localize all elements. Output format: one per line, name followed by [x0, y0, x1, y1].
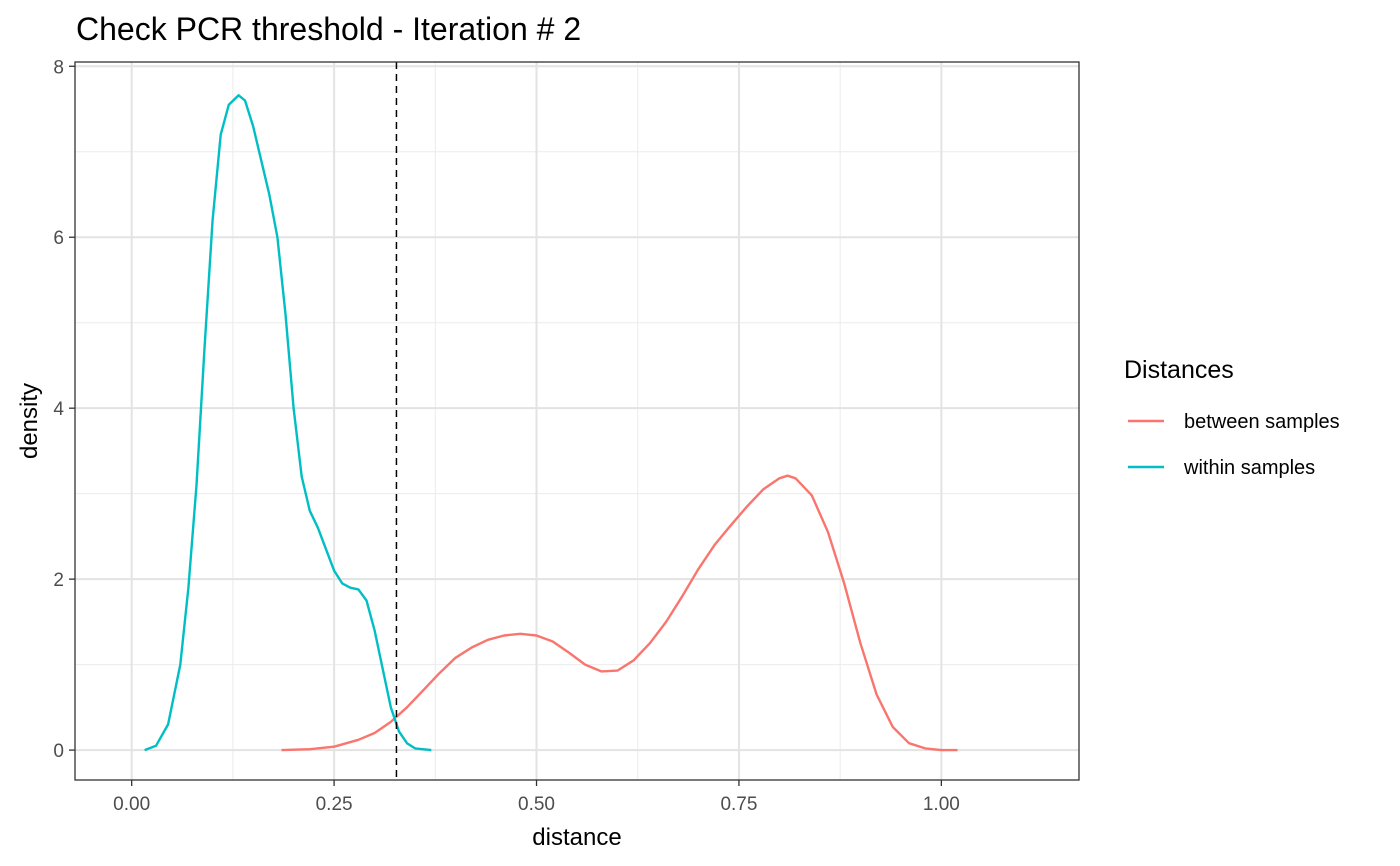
- legend-label: within samples: [1183, 457, 1315, 479]
- major-gridlines: [75, 62, 1079, 780]
- minor-gridlines: [75, 62, 1079, 780]
- series-layer: [144, 94, 958, 752]
- y-tick-label: 0: [53, 741, 64, 762]
- y-tick-label: 4: [53, 399, 64, 420]
- series-line-between-samples: [281, 474, 958, 752]
- y-axis: 0 2 4 6 8: [53, 57, 75, 762]
- x-tick-label: 0.50: [518, 794, 555, 815]
- legend-label: between samples: [1184, 411, 1340, 433]
- y-axis-title: density: [16, 383, 43, 459]
- x-axis: 0.00 0.25 0.50 0.75 1.00: [113, 780, 960, 815]
- x-tick-label: 0.25: [316, 794, 353, 815]
- legend-title: Distances: [1124, 356, 1234, 384]
- x-axis-title: distance: [532, 824, 621, 851]
- y-tick-label: 8: [53, 57, 64, 78]
- plot-panel: [75, 62, 1079, 780]
- x-tick-label: 1.00: [923, 794, 960, 815]
- legend-entries: between samples within samples: [1128, 411, 1340, 479]
- plot-border: [74, 61, 1080, 781]
- x-tick-label: 0.75: [720, 794, 757, 815]
- series-line-within-samples: [144, 94, 432, 752]
- x-tick-label: 0.00: [113, 794, 150, 815]
- legend: Distances between samples within samples: [1124, 356, 1340, 479]
- y-tick-label: 6: [53, 228, 64, 249]
- y-tick-label: 2: [53, 570, 64, 591]
- chart-title: Check PCR threshold - Iteration # 2: [76, 11, 581, 47]
